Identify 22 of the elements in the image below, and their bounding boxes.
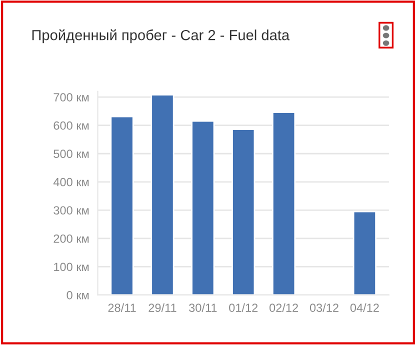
y-tick-label: 500 км — [54, 150, 89, 158]
bar — [150, 94, 174, 295]
bar — [272, 112, 296, 295]
y-tick-label: 0 км — [66, 291, 89, 300]
y-tick-label: 200 км — [54, 234, 89, 243]
bar — [191, 120, 215, 295]
x-tick-label: 29/11 — [148, 303, 176, 312]
y-tick-label: 700 км — [54, 93, 89, 102]
x-tick-label: 04/12 — [350, 303, 379, 312]
x-tick-label: 28/11 — [108, 303, 136, 312]
y-tick-label: 600 км — [54, 121, 89, 130]
x-tick-label: 30/11 — [189, 303, 217, 312]
bar — [110, 116, 134, 295]
y-tick-label: 400 км — [53, 178, 89, 186]
x-tick-label: 03/12 — [310, 303, 338, 312]
x-tick-label: 01/12 — [229, 303, 258, 312]
chart-title: Пройденный пробег - Car 2 - Fuel data — [32, 29, 290, 44]
y-tick-label: 100 км — [54, 262, 89, 272]
x-tick-label: 02/12 — [269, 303, 298, 312]
bar — [232, 128, 256, 295]
bar — [352, 210, 377, 295]
y-tick-label: 300 км — [54, 206, 89, 215]
